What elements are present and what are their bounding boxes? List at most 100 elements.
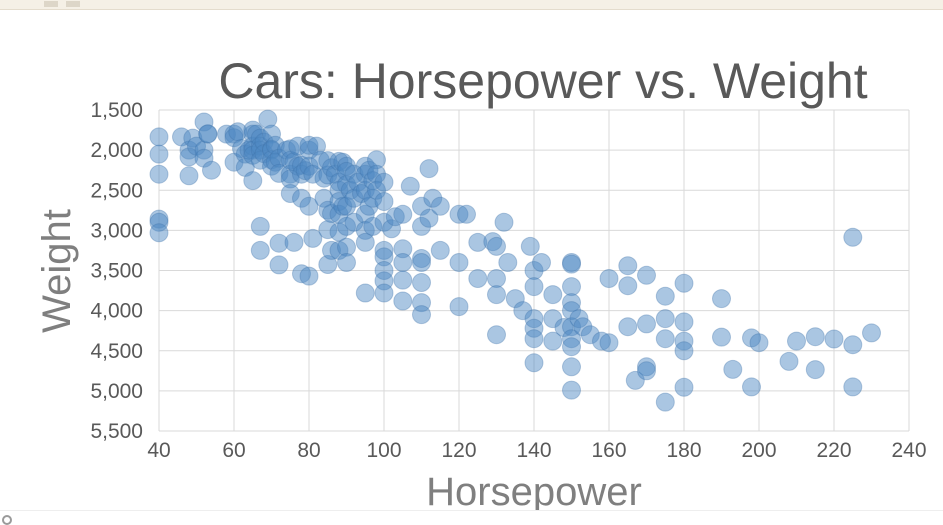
data-point (562, 293, 581, 313)
data-point (149, 209, 169, 229)
data-point (374, 247, 394, 267)
data-point (674, 273, 694, 293)
data-point (149, 127, 169, 147)
data-point (179, 147, 199, 167)
data-point (412, 216, 431, 236)
data-point (742, 377, 761, 397)
y-tick-label: 3,500 (90, 260, 143, 283)
data-point (487, 285, 506, 305)
data-point (468, 269, 488, 288)
data-point (655, 392, 675, 412)
data-point (187, 136, 206, 156)
data-point (337, 175, 356, 195)
data-point (412, 196, 431, 216)
data-point (580, 325, 600, 345)
data-point (235, 144, 255, 164)
top-window-strip (0, 0, 943, 10)
data-point (487, 269, 506, 288)
data-point (303, 164, 323, 184)
data-point (487, 325, 506, 345)
data-point (498, 253, 518, 272)
data-point (329, 172, 349, 192)
data-point (337, 253, 356, 272)
data-point (292, 264, 311, 284)
data-point (393, 253, 413, 272)
data-point (569, 309, 589, 329)
data-point (468, 232, 488, 252)
data-point (562, 380, 581, 400)
data-point (554, 318, 574, 337)
data-point (562, 253, 581, 272)
data-point (412, 249, 431, 268)
data-point (322, 204, 341, 223)
data-point (430, 240, 450, 260)
chart-title: Cars: Horsepower vs. Weight (218, 53, 867, 109)
data-point (419, 159, 439, 179)
data-point (337, 237, 356, 257)
data-point (322, 240, 341, 260)
data-point (262, 124, 281, 144)
data-point (367, 164, 386, 184)
data-point (322, 158, 341, 178)
y-tick-label: 5,000 (90, 380, 143, 403)
data-point (449, 253, 469, 272)
data-point (355, 180, 375, 200)
data-point (348, 172, 368, 192)
data-point (363, 171, 383, 191)
data-point (843, 227, 863, 247)
data-point (288, 156, 308, 176)
data-point (217, 124, 236, 144)
y-tick-label: 1,500 (90, 99, 143, 122)
grid (158, 109, 910, 432)
data-point (513, 301, 533, 321)
data-point (172, 127, 191, 147)
data-point (524, 353, 544, 373)
data-point (250, 240, 270, 260)
data-point (374, 212, 394, 232)
data-point (457, 204, 476, 224)
data-point (419, 208, 439, 228)
data-point (355, 156, 375, 176)
data-point (367, 150, 386, 170)
data-point (284, 232, 304, 252)
data-point (333, 152, 353, 172)
data-point (400, 176, 420, 196)
data-point (250, 216, 270, 236)
data-point (363, 216, 383, 236)
data-point (337, 216, 356, 236)
data-point (329, 240, 349, 260)
data-point (742, 328, 761, 348)
data-point (374, 283, 394, 303)
data-point (618, 256, 638, 276)
data-point (280, 184, 300, 203)
data-point (299, 135, 319, 155)
data-point (393, 204, 413, 224)
data-point (325, 164, 345, 184)
data-point (243, 136, 263, 156)
data-point (374, 240, 394, 260)
data-point (655, 309, 675, 329)
data-point (787, 331, 806, 351)
data-point (265, 135, 285, 155)
data-point (562, 329, 581, 349)
data-point (524, 277, 544, 297)
data-point (543, 309, 563, 329)
data-point (307, 136, 326, 156)
data-point (329, 192, 349, 211)
data-point (352, 184, 371, 203)
y-axis-label: Weight (35, 209, 79, 333)
data-point (562, 254, 581, 274)
data-point (805, 360, 825, 380)
toolbar-stub-icon (44, 1, 58, 7)
data-point (269, 255, 289, 275)
y-tick-label: 2,500 (90, 179, 143, 202)
data-point (779, 351, 799, 371)
data-point (573, 317, 593, 337)
data-point (562, 301, 581, 321)
data-point (247, 124, 266, 144)
data-point (314, 188, 334, 208)
data-point (318, 220, 338, 240)
x-tick-label: 80 (297, 439, 320, 462)
data-point (224, 128, 244, 148)
data-point (599, 333, 619, 353)
